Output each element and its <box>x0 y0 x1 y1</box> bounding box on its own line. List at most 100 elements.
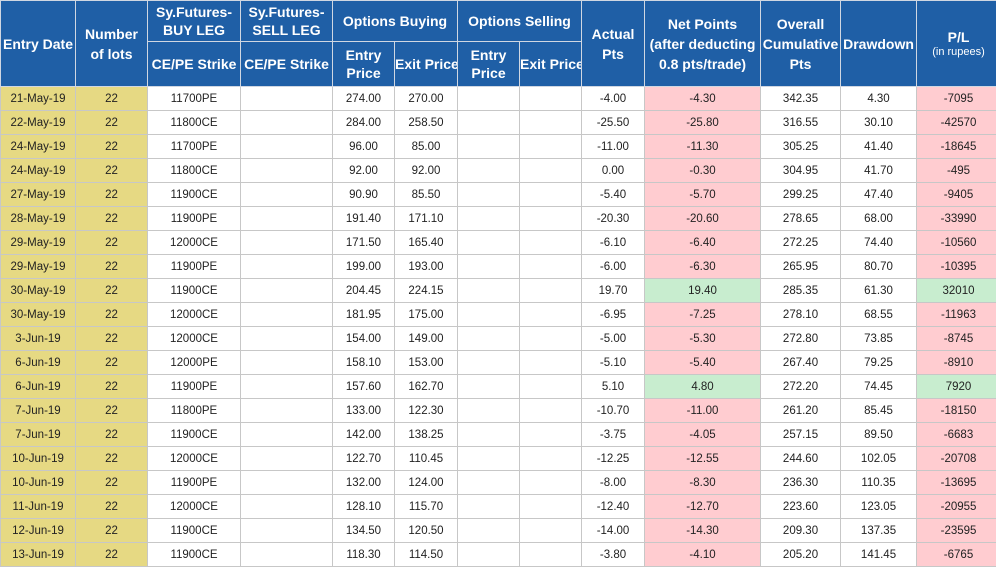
cell-cumulative-pts[interactable]: 299.25 <box>761 183 841 207</box>
cell-buy-strike[interactable]: 11800CE <box>148 159 241 183</box>
cell-pl[interactable]: -18645 <box>917 135 996 159</box>
cell-lots[interactable]: 22 <box>76 231 148 255</box>
cell-buy-strike[interactable]: 11700PE <box>148 87 241 111</box>
cell-drawdown[interactable]: 68.55 <box>841 303 917 327</box>
cell-lots[interactable]: 22 <box>76 471 148 495</box>
cell-cumulative-pts[interactable]: 272.25 <box>761 231 841 255</box>
cell-pl[interactable]: -8745 <box>917 327 996 351</box>
cell-lots[interactable]: 22 <box>76 207 148 231</box>
cell-sell-entry-price[interactable] <box>458 351 520 375</box>
cell-cumulative-pts[interactable]: 304.95 <box>761 159 841 183</box>
cell-buy-strike[interactable]: 11900CE <box>148 543 241 567</box>
cell-sell-exit-price[interactable] <box>520 519 582 543</box>
cell-net-points[interactable]: -25.80 <box>645 111 761 135</box>
cell-buy-exit-price[interactable]: 85.00 <box>395 135 458 159</box>
cell-entry-date[interactable]: 29-May-19 <box>1 255 76 279</box>
cell-buy-entry-price[interactable]: 118.30 <box>333 543 395 567</box>
cell-sell-exit-price[interactable] <box>520 87 582 111</box>
cell-pl[interactable]: 32010 <box>917 279 996 303</box>
cell-sell-strike[interactable] <box>241 207 333 231</box>
cell-sell-strike[interactable] <box>241 255 333 279</box>
cell-pl[interactable]: -18150 <box>917 399 996 423</box>
cell-buy-exit-price[interactable]: 92.00 <box>395 159 458 183</box>
cell-net-points[interactable]: -6.30 <box>645 255 761 279</box>
header-options-selling[interactable]: Options Selling <box>458 1 582 42</box>
cell-entry-date[interactable]: 29-May-19 <box>1 231 76 255</box>
cell-buy-exit-price[interactable]: 85.50 <box>395 183 458 207</box>
cell-drawdown[interactable]: 61.30 <box>841 279 917 303</box>
cell-lots[interactable]: 22 <box>76 279 148 303</box>
cell-entry-date[interactable]: 30-May-19 <box>1 303 76 327</box>
cell-buy-exit-price[interactable]: 193.00 <box>395 255 458 279</box>
cell-cumulative-pts[interactable]: 278.10 <box>761 303 841 327</box>
cell-sell-entry-price[interactable] <box>458 231 520 255</box>
cell-sell-strike[interactable] <box>241 303 333 327</box>
cell-drawdown[interactable]: 41.70 <box>841 159 917 183</box>
cell-actual-pts[interactable]: -3.75 <box>582 423 645 447</box>
cell-sell-strike[interactable] <box>241 423 333 447</box>
cell-actual-pts[interactable]: -4.00 <box>582 87 645 111</box>
cell-entry-date[interactable]: 24-May-19 <box>1 135 76 159</box>
cell-sell-exit-price[interactable] <box>520 303 582 327</box>
cell-net-points[interactable]: -5.40 <box>645 351 761 375</box>
cell-buy-strike[interactable]: 12000CE <box>148 231 241 255</box>
cell-sell-exit-price[interactable] <box>520 495 582 519</box>
cell-buy-strike[interactable]: 11800PE <box>148 399 241 423</box>
cell-pl[interactable]: -495 <box>917 159 996 183</box>
cell-sell-strike[interactable] <box>241 447 333 471</box>
cell-actual-pts[interactable]: 19.70 <box>582 279 645 303</box>
cell-buy-strike[interactable]: 12000CE <box>148 495 241 519</box>
cell-cumulative-pts[interactable]: 267.40 <box>761 351 841 375</box>
cell-sell-entry-price[interactable] <box>458 447 520 471</box>
cell-sell-entry-price[interactable] <box>458 207 520 231</box>
cell-buy-entry-price[interactable]: 171.50 <box>333 231 395 255</box>
cell-net-points[interactable]: -14.30 <box>645 519 761 543</box>
cell-lots[interactable]: 22 <box>76 543 148 567</box>
cell-actual-pts[interactable]: -12.25 <box>582 447 645 471</box>
header-buy-strike[interactable]: CE/PE Strike <box>148 42 241 87</box>
cell-cumulative-pts[interactable]: 272.80 <box>761 327 841 351</box>
cell-net-points[interactable]: -11.00 <box>645 399 761 423</box>
cell-net-points[interactable]: -0.30 <box>645 159 761 183</box>
cell-buy-strike[interactable]: 12000CE <box>148 327 241 351</box>
cell-buy-exit-price[interactable]: 122.30 <box>395 399 458 423</box>
cell-lots[interactable]: 22 <box>76 495 148 519</box>
cell-net-points[interactable]: 4.80 <box>645 375 761 399</box>
cell-sell-strike[interactable] <box>241 279 333 303</box>
cell-drawdown[interactable]: 89.50 <box>841 423 917 447</box>
cell-actual-pts[interactable]: 5.10 <box>582 375 645 399</box>
cell-drawdown[interactable]: 41.40 <box>841 135 917 159</box>
cell-sell-exit-price[interactable] <box>520 111 582 135</box>
cell-buy-strike[interactable]: 11700PE <box>148 135 241 159</box>
cell-buy-exit-price[interactable]: 171.10 <box>395 207 458 231</box>
cell-sell-entry-price[interactable] <box>458 279 520 303</box>
cell-sell-exit-price[interactable] <box>520 231 582 255</box>
cell-buy-strike[interactable]: 11900CE <box>148 183 241 207</box>
cell-lots[interactable]: 22 <box>76 255 148 279</box>
cell-drawdown[interactable]: 80.70 <box>841 255 917 279</box>
cell-pl[interactable]: 7920 <box>917 375 996 399</box>
cell-net-points[interactable]: -4.10 <box>645 543 761 567</box>
cell-buy-strike[interactable]: 11900PE <box>148 375 241 399</box>
cell-cumulative-pts[interactable]: 316.55 <box>761 111 841 135</box>
cell-buy-strike[interactable]: 12000CE <box>148 303 241 327</box>
cell-cumulative-pts[interactable]: 209.30 <box>761 519 841 543</box>
cell-sell-strike[interactable] <box>241 399 333 423</box>
cell-sell-strike[interactable] <box>241 519 333 543</box>
cell-sell-entry-price[interactable] <box>458 327 520 351</box>
cell-sell-exit-price[interactable] <box>520 543 582 567</box>
cell-sell-strike[interactable] <box>241 471 333 495</box>
cell-pl[interactable]: -33990 <box>917 207 996 231</box>
cell-entry-date[interactable]: 21-May-19 <box>1 87 76 111</box>
cell-sell-entry-price[interactable] <box>458 303 520 327</box>
cell-lots[interactable]: 22 <box>76 327 148 351</box>
cell-sell-entry-price[interactable] <box>458 375 520 399</box>
cell-entry-date[interactable]: 7-Jun-19 <box>1 423 76 447</box>
cell-buy-entry-price[interactable]: 128.10 <box>333 495 395 519</box>
header-options-buying[interactable]: Options Buying <box>333 1 458 42</box>
cell-entry-date[interactable]: 30-May-19 <box>1 279 76 303</box>
cell-net-points[interactable]: -4.05 <box>645 423 761 447</box>
cell-buy-entry-price[interactable]: 191.40 <box>333 207 395 231</box>
